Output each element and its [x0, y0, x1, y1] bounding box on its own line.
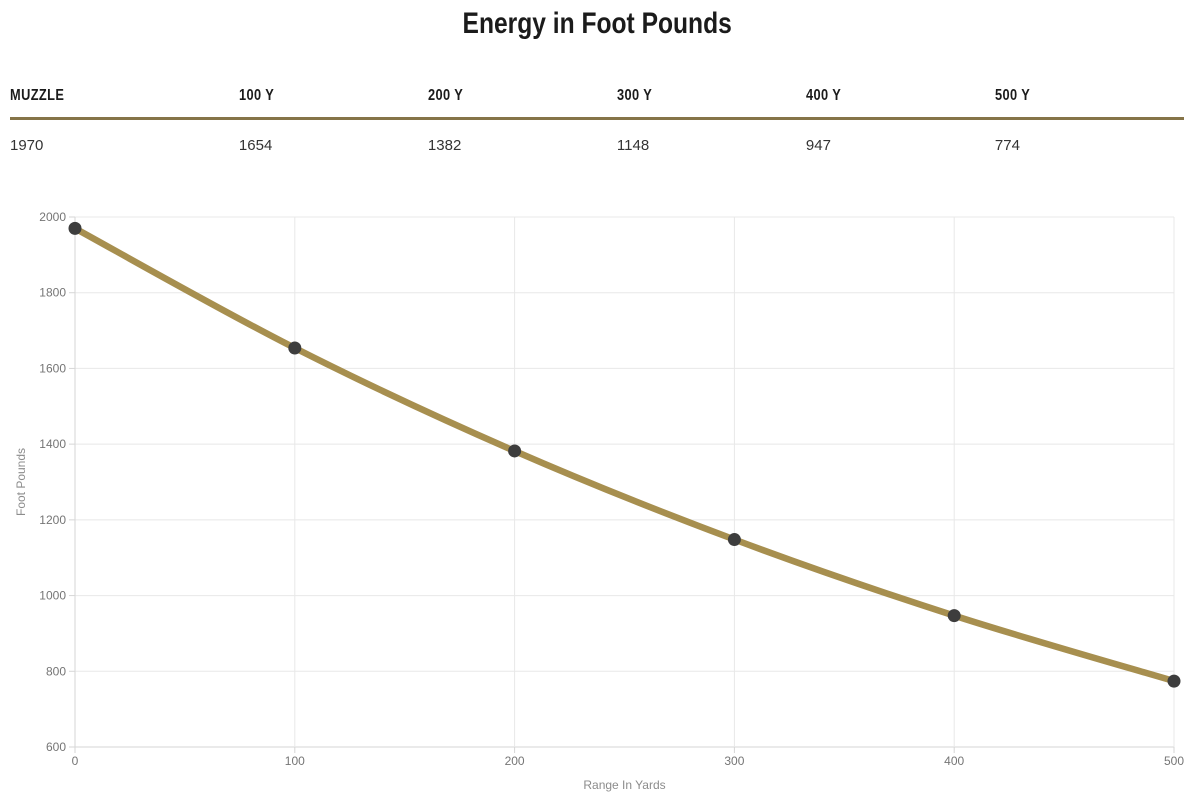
- y-tick-label: 1400: [39, 437, 66, 451]
- value-cell-100y: 1654: [238, 137, 273, 154]
- x-tick-label: 100: [285, 754, 305, 768]
- page-title-text: Energy in Foot Pounds: [462, 7, 732, 40]
- energy-table-value-row: 1970 1654 1382 1148 947 774: [10, 119, 1184, 160]
- data-point-marker[interactable]: [68, 221, 82, 235]
- header-cell-500y: 500 Y: [994, 86, 1184, 120]
- data-point-marker[interactable]: [508, 444, 522, 458]
- header-cell-muzzle: MUZZLE: [10, 86, 239, 120]
- data-point-marker[interactable]: [1167, 674, 1181, 688]
- data-point-marker[interactable]: [288, 341, 302, 355]
- energy-table-container: MUZZLE 100 Y 200 Y 300 Y 400 Y 500 Y 197…: [0, 86, 1194, 159]
- value-cell-300y: 1148: [616, 137, 650, 154]
- x-tick-label: 500: [1164, 754, 1184, 768]
- data-point-marker[interactable]: [727, 533, 741, 547]
- x-tick-label: 200: [505, 754, 525, 768]
- value-cell-200y: 1382: [427, 137, 462, 154]
- value-cell-400y: 947: [805, 137, 831, 154]
- x-tick-label: 0: [72, 754, 79, 768]
- y-tick-label: 1600: [39, 361, 66, 375]
- y-tick-label: 600: [46, 740, 66, 754]
- y-tick-label: 2000: [39, 210, 66, 224]
- value-cell-muzzle: 1970: [10, 137, 44, 154]
- y-tick-label: 1200: [39, 513, 66, 527]
- header-cell-300y: 300 Y: [616, 86, 806, 120]
- energy-table-header-row: MUZZLE 100 Y 200 Y 300 Y 400 Y 500 Y: [10, 86, 1184, 120]
- energy-series-line: [73, 225, 1175, 685]
- energy-table: MUZZLE 100 Y 200 Y 300 Y 400 Y 500 Y 197…: [10, 86, 1184, 159]
- energy-line-chart[interactable]: 600 800 1000 1200 1400 1600 1800 2000 0 100 200 300…: [0, 204, 1194, 798]
- y-tick-label: 800: [46, 664, 66, 678]
- data-point-marker[interactable]: [947, 609, 961, 623]
- header-cell-200y: 200 Y: [427, 86, 617, 120]
- y-tick-label: 1000: [39, 589, 66, 603]
- value-cell-500y: 774: [994, 137, 1020, 154]
- energy-chart-container: 600 800 1000 1200 1400 1600 1800 2000 0 100 200 300…: [0, 204, 1194, 798]
- x-tick-label: 400: [944, 754, 964, 768]
- header-cell-400y: 400 Y: [805, 86, 995, 120]
- x-tick-label: 300: [724, 754, 744, 768]
- y-axis-title: Foot Pounds: [14, 448, 28, 516]
- x-axis-title: Range In Yards: [583, 778, 665, 792]
- header-cell-100y: 100 Y: [238, 86, 428, 120]
- page-title: Energy in Foot Pounds: [0, 4, 1194, 44]
- y-tick-label: 1800: [39, 286, 66, 300]
